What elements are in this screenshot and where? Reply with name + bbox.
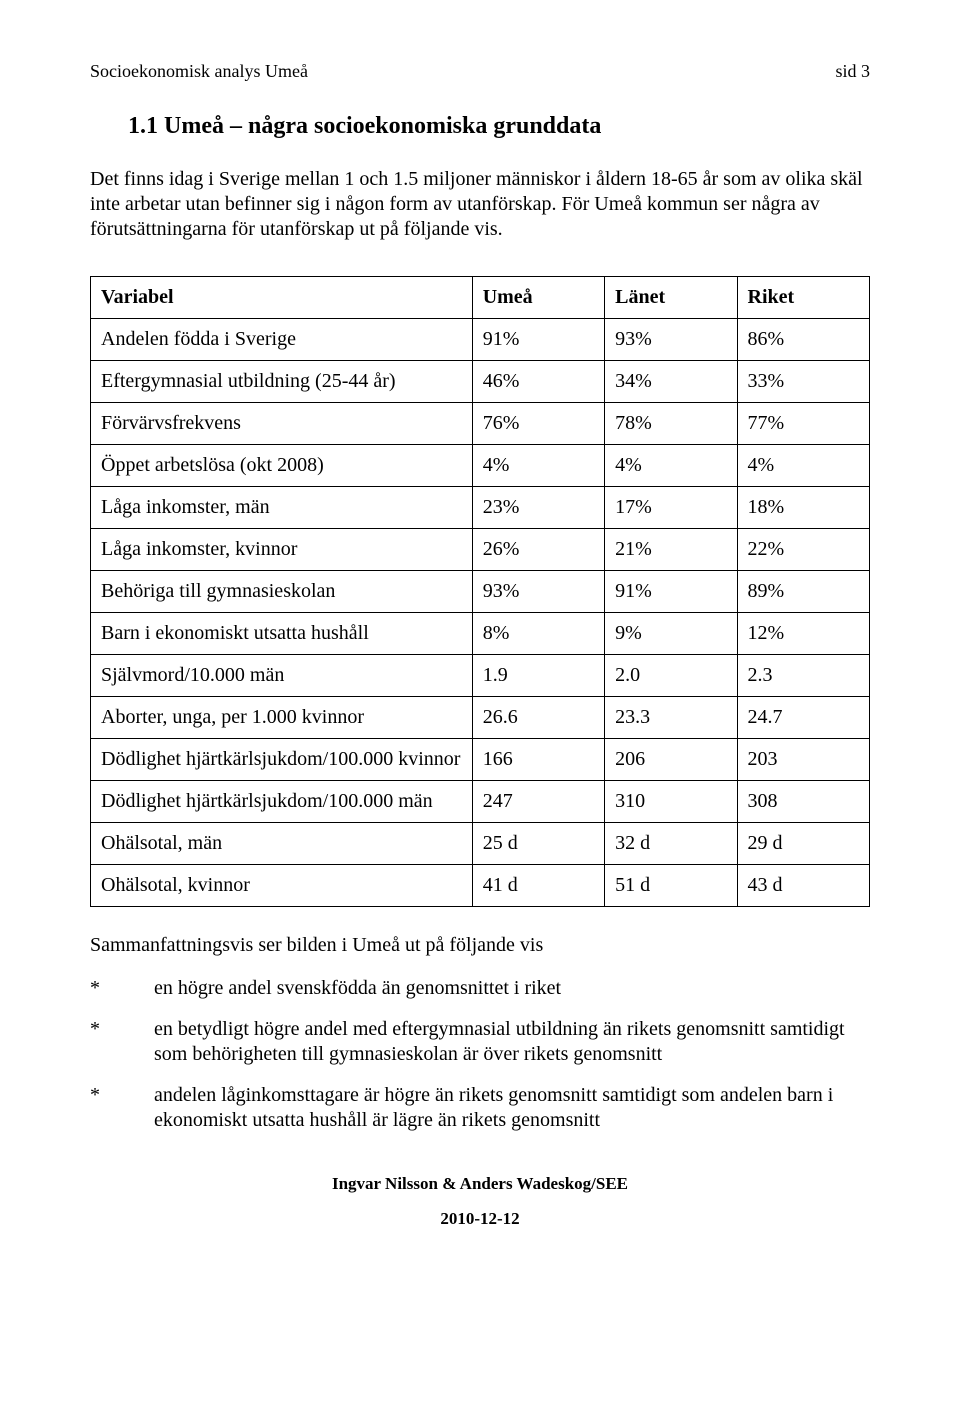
bullet-list: *en högre andel svenskfödda än genomsnit… — [90, 976, 870, 1133]
page-header: Socioekonomisk analys Umeå sid 3 — [90, 60, 870, 83]
bullet-marker: * — [90, 1083, 154, 1133]
table-row: Låga inkomster, män23%17%18% — [91, 486, 870, 528]
table-row: Andelen födda i Sverige91%93%86% — [91, 318, 870, 360]
table-cell: 166 — [472, 738, 604, 780]
table-row: Dödlighet hjärtkärlsjukdom/100.000 män24… — [91, 780, 870, 822]
table-row: Låga inkomster, kvinnor26%21%22% — [91, 528, 870, 570]
table-cell: 93% — [472, 570, 604, 612]
table-cell: 206 — [605, 738, 737, 780]
bullet-text: en högre andel svenskfödda än genomsnitt… — [154, 976, 870, 1001]
table-cell: 4% — [605, 444, 737, 486]
header-left: Socioekonomisk analys Umeå — [90, 60, 308, 83]
table-row: Förvärvsfrekvens76%78%77% — [91, 402, 870, 444]
bullet-text: en betydligt högre andel med eftergymnas… — [154, 1017, 870, 1067]
bullet-text: andelen låginkomsttagare är högre än rik… — [154, 1083, 870, 1133]
table-cell: 4% — [472, 444, 604, 486]
header-right: sid 3 — [835, 60, 870, 83]
table-cell: Dödlighet hjärtkärlsjukdom/100.000 kvinn… — [91, 738, 473, 780]
intro-paragraph: Det finns idag i Sverige mellan 1 och 1.… — [90, 167, 870, 242]
table-cell: 23.3 — [605, 696, 737, 738]
section-title: 1.1 Umeå – några socioekonomiska grundda… — [128, 111, 870, 141]
table-cell: Andelen födda i Sverige — [91, 318, 473, 360]
table-row: Behöriga till gymnasieskolan93%91%89% — [91, 570, 870, 612]
table-row: Ohälsotal, män25 d32 d29 d — [91, 822, 870, 864]
table-cell: 33% — [737, 360, 869, 402]
page-footer: Ingvar Nilsson & Anders Wadeskog/SEE 201… — [90, 1173, 870, 1230]
table-row: Självmord/10.000 män1.92.02.3 — [91, 654, 870, 696]
table-cell: 1.9 — [472, 654, 604, 696]
table-cell: 41 d — [472, 864, 604, 906]
bullet-marker: * — [90, 976, 154, 1001]
table-cell: 76% — [472, 402, 604, 444]
table-cell: Självmord/10.000 män — [91, 654, 473, 696]
table-cell: Ohälsotal, kvinnor — [91, 864, 473, 906]
table-cell: 18% — [737, 486, 869, 528]
table-row: Öppet arbetslösa (okt 2008)4%4%4% — [91, 444, 870, 486]
table-cell: 310 — [605, 780, 737, 822]
table-cell: 93% — [605, 318, 737, 360]
table-cell: Låga inkomster, män — [91, 486, 473, 528]
table-cell: Ohälsotal, män — [91, 822, 473, 864]
table-cell: Barn i ekonomiskt utsatta hushåll — [91, 612, 473, 654]
bullet-marker: * — [90, 1017, 154, 1067]
list-item: *en högre andel svenskfödda än genomsnit… — [90, 976, 870, 1001]
table-cell: Förvärvsfrekvens — [91, 402, 473, 444]
table-cell: Behöriga till gymnasieskolan — [91, 570, 473, 612]
footer-date: 2010-12-12 — [90, 1208, 870, 1229]
table-header-cell: Variabel — [91, 276, 473, 318]
table-cell: 91% — [472, 318, 604, 360]
table-cell: 29 d — [737, 822, 869, 864]
table-cell: 86% — [737, 318, 869, 360]
data-table: Variabel Umeå Länet Riket Andelen födda … — [90, 276, 870, 907]
table-cell: 34% — [605, 360, 737, 402]
table-cell: 24.7 — [737, 696, 869, 738]
footer-authors: Ingvar Nilsson & Anders Wadeskog/SEE — [90, 1173, 870, 1194]
summary-line: Sammanfattningsvis ser bilden i Umeå ut … — [90, 933, 870, 958]
table-header-row: Variabel Umeå Länet Riket — [91, 276, 870, 318]
table-header-cell: Länet — [605, 276, 737, 318]
table-cell: 25 d — [472, 822, 604, 864]
table-cell: 9% — [605, 612, 737, 654]
table-cell: 2.0 — [605, 654, 737, 696]
table-cell: 8% — [472, 612, 604, 654]
table-header-cell: Riket — [737, 276, 869, 318]
table-row: Barn i ekonomiskt utsatta hushåll8%9%12% — [91, 612, 870, 654]
table-row: Aborter, unga, per 1.000 kvinnor26.623.3… — [91, 696, 870, 738]
table-cell: 22% — [737, 528, 869, 570]
table-cell: 51 d — [605, 864, 737, 906]
table-row: Dödlighet hjärtkärlsjukdom/100.000 kvinn… — [91, 738, 870, 780]
table-cell: Låga inkomster, kvinnor — [91, 528, 473, 570]
table-cell: 308 — [737, 780, 869, 822]
table-cell: 247 — [472, 780, 604, 822]
table-cell: 26.6 — [472, 696, 604, 738]
list-item: *en betydligt högre andel med eftergymna… — [90, 1017, 870, 1067]
table-row: Ohälsotal, kvinnor41 d51 d43 d — [91, 864, 870, 906]
table-cell: 77% — [737, 402, 869, 444]
table-cell: Öppet arbetslösa (okt 2008) — [91, 444, 473, 486]
table-cell: 23% — [472, 486, 604, 528]
table-cell: Aborter, unga, per 1.000 kvinnor — [91, 696, 473, 738]
table-cell: 21% — [605, 528, 737, 570]
table-cell: Eftergymnasial utbildning (25-44 år) — [91, 360, 473, 402]
table-cell: 46% — [472, 360, 604, 402]
table-header-cell: Umeå — [472, 276, 604, 318]
table-cell: 4% — [737, 444, 869, 486]
table-cell: 32 d — [605, 822, 737, 864]
table-cell: 91% — [605, 570, 737, 612]
table-cell: Dödlighet hjärtkärlsjukdom/100.000 män — [91, 780, 473, 822]
table-cell: 12% — [737, 612, 869, 654]
table-cell: 26% — [472, 528, 604, 570]
table-cell: 2.3 — [737, 654, 869, 696]
list-item: *andelen låginkomsttagare är högre än ri… — [90, 1083, 870, 1133]
table-cell: 43 d — [737, 864, 869, 906]
table-row: Eftergymnasial utbildning (25-44 år)46%3… — [91, 360, 870, 402]
table-cell: 89% — [737, 570, 869, 612]
table-cell: 203 — [737, 738, 869, 780]
table-cell: 17% — [605, 486, 737, 528]
table-cell: 78% — [605, 402, 737, 444]
